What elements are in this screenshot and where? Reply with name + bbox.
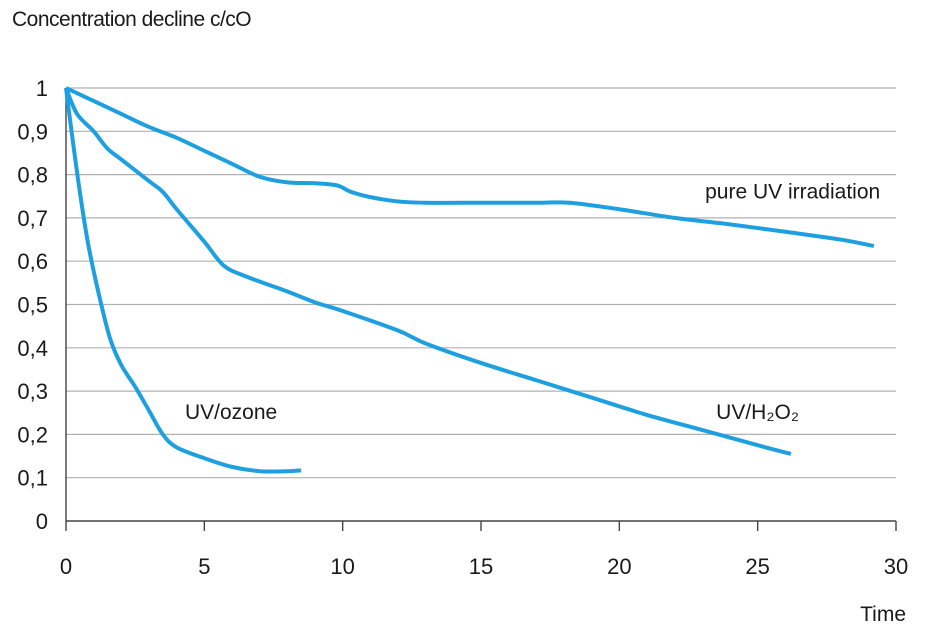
y-tick-label: 0,9 <box>17 119 48 144</box>
y-tick-label: 1 <box>36 76 48 101</box>
y-tick-label: 0,4 <box>17 336 48 361</box>
y-tick-label: 0,5 <box>17 293 48 318</box>
y-tick-label: 0,7 <box>17 206 48 231</box>
x-axis-title: Time <box>860 603 906 626</box>
x-tick-label: 15 <box>469 554 493 579</box>
x-tick-label: 25 <box>745 554 769 579</box>
y-tick-label: 0 <box>36 509 48 534</box>
x-tick-label: 30 <box>884 554 908 579</box>
series-line-uv-h2o2 <box>64 87 792 456</box>
x-tick-label: 0 <box>60 554 72 579</box>
x-tick-label: 10 <box>330 554 354 579</box>
y-tick-label: 0,8 <box>17 163 48 188</box>
series-label-pure-uv: pure UV irradiation <box>705 180 880 203</box>
series-line-pure-uv <box>65 86 875 249</box>
y-axis-title: Concentration decline c/cO <box>12 8 252 31</box>
series-label-uv-h2o2: UV/H₂O₂ <box>716 401 799 424</box>
y-tick-label: 0,1 <box>17 466 48 491</box>
x-tick-label: 20 <box>607 554 631 579</box>
series-line-uv-ozone <box>64 87 302 474</box>
y-tick-label: 0,6 <box>17 249 48 274</box>
y-tick-label: 0,2 <box>17 422 48 447</box>
x-tick-label: 5 <box>198 554 210 579</box>
y-tick-label: 0,3 <box>17 379 48 404</box>
series-label-uv-ozone: UV/ozone <box>185 401 277 424</box>
